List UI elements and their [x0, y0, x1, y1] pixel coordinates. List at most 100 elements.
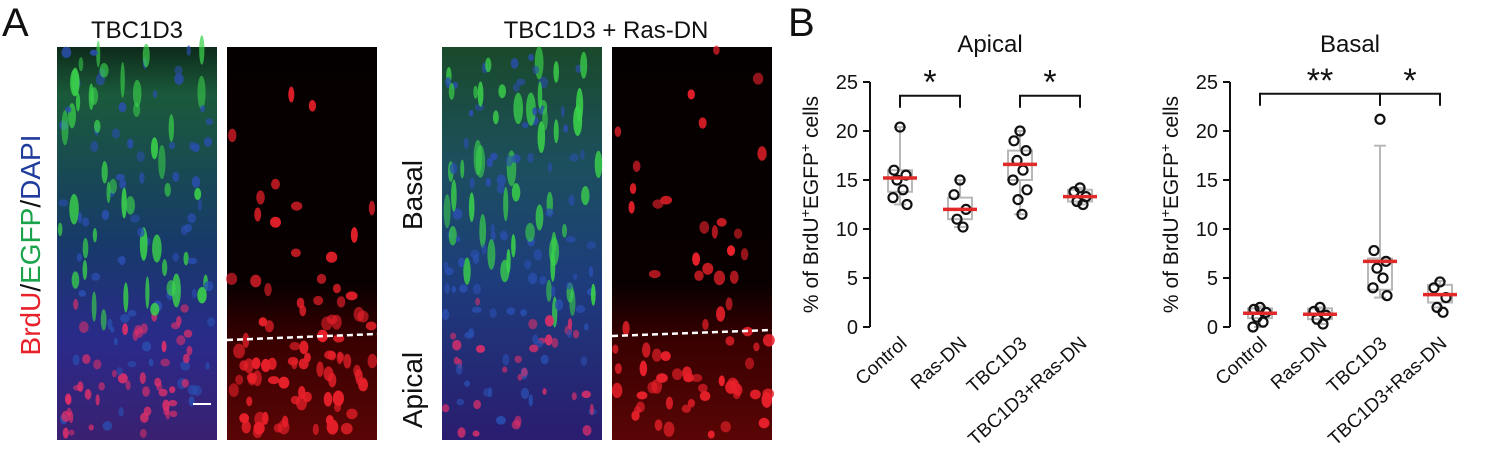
cell	[125, 380, 131, 391]
cell	[573, 105, 583, 137]
cell	[171, 273, 181, 308]
cell	[102, 421, 113, 431]
cell	[101, 161, 108, 184]
data-point	[1014, 125, 1026, 137]
cell	[313, 295, 324, 306]
cell	[551, 285, 556, 297]
cell	[586, 241, 597, 250]
cell	[639, 360, 648, 377]
cell	[589, 403, 594, 416]
cell	[537, 81, 543, 109]
cell	[191, 288, 197, 299]
panel-label: B	[788, 1, 815, 45]
stain-part: EGFP	[15, 208, 46, 284]
cell	[699, 390, 711, 402]
cell	[456, 398, 464, 406]
cell	[654, 419, 663, 431]
cell	[183, 329, 193, 338]
cell	[455, 236, 461, 243]
cell	[161, 259, 168, 277]
cell	[582, 425, 592, 436]
cells	[57, 35, 775, 439]
cell	[614, 363, 622, 375]
x-tick-label: Ras-DN	[907, 333, 971, 394]
cell	[61, 110, 69, 146]
cell	[481, 244, 487, 255]
cell	[241, 420, 251, 434]
cell	[614, 126, 622, 137]
cell	[137, 227, 145, 238]
cell	[172, 171, 180, 182]
cell	[694, 270, 704, 281]
cell	[459, 284, 468, 293]
cell	[115, 173, 125, 181]
cell	[150, 302, 160, 316]
cell	[528, 272, 538, 285]
stain-part: BrdU	[15, 292, 46, 356]
cell	[127, 138, 134, 149]
cell	[116, 367, 123, 376]
cell	[563, 124, 569, 133]
cell	[487, 386, 493, 398]
cell	[490, 152, 498, 161]
cell	[350, 227, 358, 243]
cell	[692, 252, 701, 266]
cell	[113, 337, 118, 346]
cell	[762, 388, 775, 400]
cell	[82, 354, 91, 364]
cell	[702, 262, 714, 275]
cell	[502, 366, 508, 373]
cell	[580, 51, 588, 79]
panel-title: TBC1D3	[91, 17, 183, 44]
cell	[612, 344, 619, 354]
cell	[278, 376, 290, 389]
cell	[96, 40, 101, 68]
cell	[580, 356, 588, 366]
cell	[163, 406, 170, 416]
cell	[581, 390, 592, 399]
cell	[750, 389, 761, 400]
cell	[68, 429, 75, 436]
cell	[725, 297, 733, 311]
data-point	[1021, 184, 1033, 196]
cell	[622, 320, 630, 336]
cell	[251, 357, 261, 370]
cell	[288, 86, 295, 103]
cell	[168, 141, 176, 150]
cell	[343, 353, 352, 369]
cell	[57, 222, 63, 237]
cell	[554, 299, 564, 311]
cell	[528, 394, 534, 407]
data-point	[948, 189, 960, 201]
cell	[457, 427, 466, 438]
cell	[118, 102, 127, 113]
x-tick-label: Control	[852, 333, 912, 390]
cell	[323, 392, 333, 407]
cell	[242, 332, 250, 348]
cell	[346, 408, 358, 420]
cell	[445, 76, 452, 88]
cell	[120, 61, 125, 98]
cell	[463, 257, 471, 285]
cell	[243, 358, 254, 374]
cell	[448, 83, 455, 100]
cell	[134, 325, 143, 335]
cell	[110, 326, 115, 333]
cell	[228, 383, 239, 398]
significance-bracket	[899, 94, 961, 108]
cell	[95, 394, 100, 406]
cell	[197, 75, 206, 110]
cell	[70, 68, 80, 97]
data-point	[1371, 262, 1383, 274]
cell	[127, 309, 137, 317]
cell	[161, 340, 167, 353]
cell	[76, 253, 83, 262]
x-tick-label: Ras-DN	[1267, 333, 1331, 394]
cell	[636, 401, 645, 413]
cell	[444, 283, 450, 294]
cell	[514, 355, 522, 363]
cell	[169, 410, 178, 418]
stain-label: BrdU/EGFP/DAPI	[15, 135, 46, 356]
cell	[711, 225, 718, 239]
cell	[203, 137, 213, 147]
